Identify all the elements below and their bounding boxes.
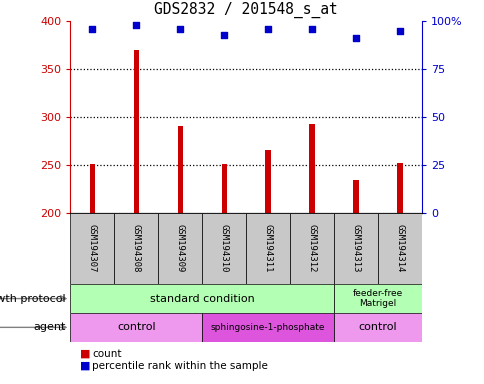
Bar bbox=[70, 284, 333, 313]
Point bbox=[395, 28, 403, 34]
Text: GSM194310: GSM194310 bbox=[219, 225, 228, 273]
Bar bbox=[333, 213, 377, 284]
Bar bbox=[177, 126, 182, 384]
Bar bbox=[333, 284, 421, 313]
Text: GSM194308: GSM194308 bbox=[132, 225, 140, 273]
Bar bbox=[245, 213, 289, 284]
Bar bbox=[90, 164, 95, 384]
Bar bbox=[309, 124, 314, 384]
Point bbox=[351, 35, 359, 41]
Bar bbox=[70, 213, 114, 284]
Text: count: count bbox=[92, 349, 121, 359]
Point bbox=[176, 26, 184, 32]
Text: GSM194313: GSM194313 bbox=[351, 225, 360, 273]
Text: ■: ■ bbox=[80, 361, 91, 371]
Point bbox=[264, 26, 272, 32]
Bar bbox=[265, 150, 270, 384]
Bar bbox=[114, 213, 158, 284]
Bar bbox=[377, 213, 421, 284]
Text: sphingosine-1-phosphate: sphingosine-1-phosphate bbox=[211, 323, 325, 332]
Bar bbox=[158, 213, 202, 284]
Point bbox=[88, 26, 96, 32]
Bar bbox=[333, 313, 421, 342]
Text: GSM194307: GSM194307 bbox=[88, 225, 97, 273]
Text: GSM194312: GSM194312 bbox=[307, 225, 316, 273]
Point bbox=[220, 31, 227, 38]
Bar bbox=[133, 50, 138, 384]
Bar bbox=[289, 213, 333, 284]
Bar bbox=[396, 163, 402, 384]
Text: GSM194309: GSM194309 bbox=[175, 225, 184, 273]
Text: standard condition: standard condition bbox=[150, 293, 254, 304]
Text: GSM194314: GSM194314 bbox=[394, 225, 404, 273]
Text: feeder-free
Matrigel: feeder-free Matrigel bbox=[352, 289, 402, 308]
Text: agent: agent bbox=[33, 322, 65, 333]
Bar bbox=[70, 313, 202, 342]
Bar bbox=[202, 313, 333, 342]
Title: GDS2832 / 201548_s_at: GDS2832 / 201548_s_at bbox=[154, 2, 337, 18]
Text: growth protocol: growth protocol bbox=[0, 293, 65, 304]
Bar bbox=[221, 164, 227, 384]
Point bbox=[307, 26, 315, 32]
Bar bbox=[202, 213, 245, 284]
Text: control: control bbox=[117, 322, 155, 333]
Bar bbox=[353, 180, 358, 384]
Text: control: control bbox=[358, 322, 396, 333]
Text: ■: ■ bbox=[80, 349, 91, 359]
Text: GSM194311: GSM194311 bbox=[263, 225, 272, 273]
Point bbox=[132, 22, 140, 28]
Text: percentile rank within the sample: percentile rank within the sample bbox=[92, 361, 268, 371]
